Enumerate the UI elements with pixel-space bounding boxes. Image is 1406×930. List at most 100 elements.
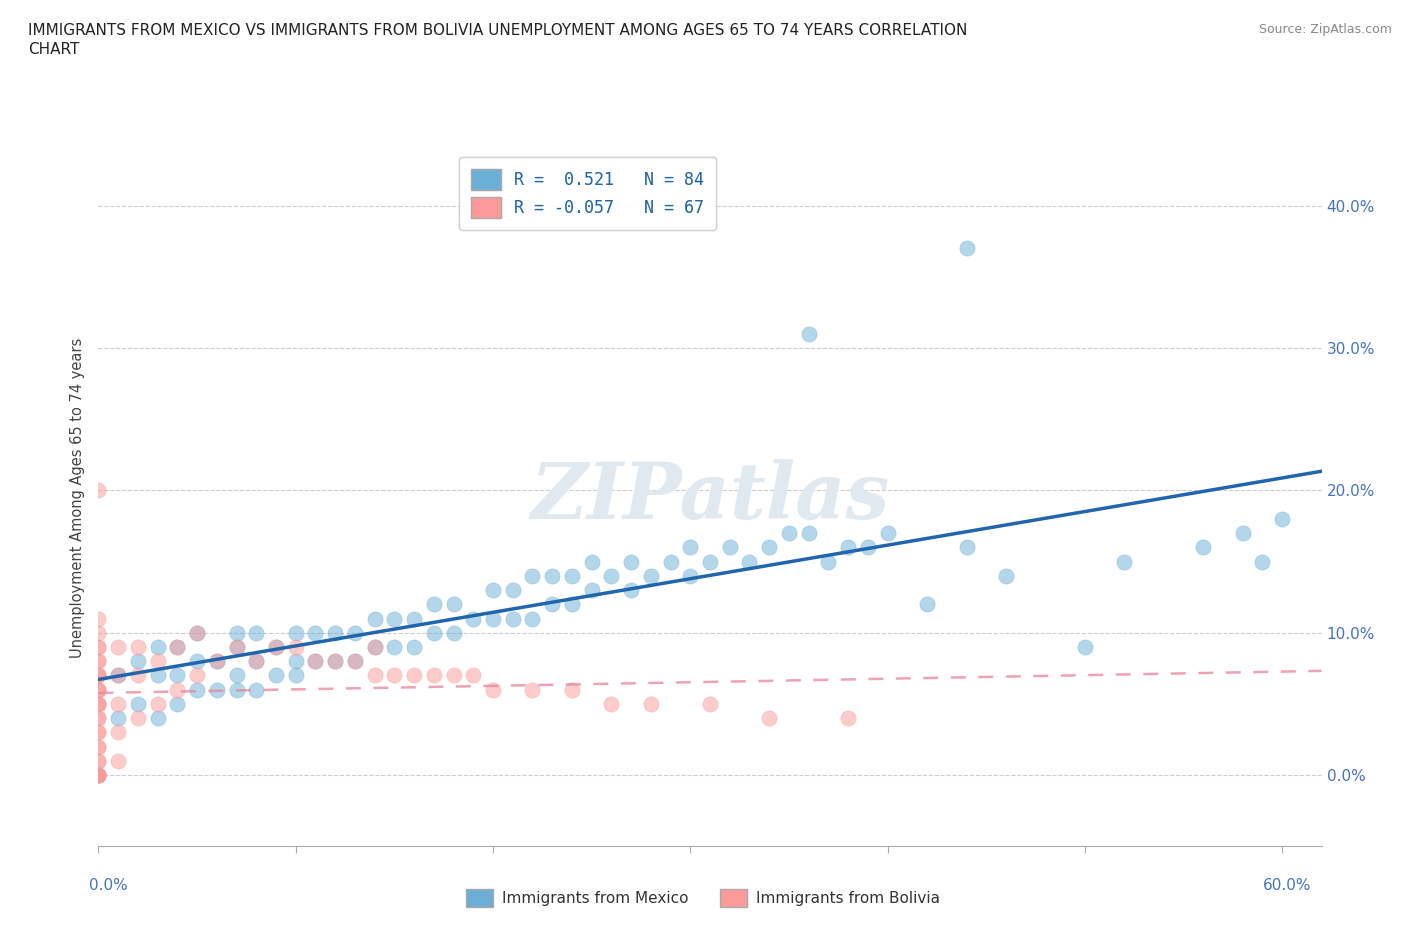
Point	[264, 640, 287, 655]
Point	[423, 597, 446, 612]
Point	[107, 697, 129, 711]
Point	[323, 654, 346, 669]
Point	[581, 582, 603, 597]
Point	[304, 654, 326, 669]
Point	[343, 654, 366, 669]
Point	[363, 611, 385, 626]
Point	[915, 597, 938, 612]
Point	[87, 483, 110, 498]
Point	[225, 640, 247, 655]
Point	[1251, 554, 1274, 569]
Point	[323, 625, 346, 640]
Point	[541, 568, 564, 583]
Point	[797, 326, 820, 341]
Point	[955, 241, 977, 256]
Point	[166, 668, 188, 683]
Point	[87, 725, 110, 740]
Point	[284, 668, 307, 683]
Point	[87, 753, 110, 768]
Point	[245, 683, 267, 698]
Point	[225, 683, 247, 698]
Point	[856, 540, 879, 555]
Point	[284, 640, 307, 655]
Point	[87, 767, 110, 782]
Point	[146, 668, 169, 683]
Point	[264, 640, 287, 655]
Point	[87, 640, 110, 655]
Point	[482, 611, 505, 626]
Point	[600, 568, 623, 583]
Point	[87, 697, 110, 711]
Point	[264, 668, 287, 683]
Point	[463, 611, 485, 626]
Point	[600, 697, 623, 711]
Text: CHART: CHART	[28, 42, 80, 57]
Point	[423, 668, 446, 683]
Point	[107, 711, 129, 725]
Point	[363, 668, 385, 683]
Point	[107, 668, 129, 683]
Point	[87, 767, 110, 782]
Point	[659, 554, 682, 569]
Point	[382, 668, 405, 683]
Point	[699, 554, 721, 569]
Point	[205, 683, 228, 698]
Point	[561, 568, 583, 583]
Point	[87, 697, 110, 711]
Point	[87, 668, 110, 683]
Point	[127, 711, 149, 725]
Point	[186, 625, 208, 640]
Point	[225, 640, 247, 655]
Point	[443, 625, 465, 640]
Point	[363, 640, 385, 655]
Point	[581, 554, 603, 569]
Point	[107, 753, 129, 768]
Point	[87, 683, 110, 698]
Point	[245, 625, 267, 640]
Point	[955, 540, 977, 555]
Point	[304, 654, 326, 669]
Point	[146, 711, 169, 725]
Point	[107, 668, 129, 683]
Point	[245, 654, 267, 669]
Point	[817, 554, 839, 569]
Point	[502, 611, 524, 626]
Point	[107, 725, 129, 740]
Point	[87, 767, 110, 782]
Point	[87, 767, 110, 782]
Point	[186, 654, 208, 669]
Point	[738, 554, 761, 569]
Point	[699, 697, 721, 711]
Point	[640, 697, 662, 711]
Point	[423, 625, 446, 640]
Point	[482, 582, 505, 597]
Point	[245, 654, 267, 669]
Point	[205, 654, 228, 669]
Point	[87, 668, 110, 683]
Point	[146, 697, 169, 711]
Point	[166, 683, 188, 698]
Point	[323, 654, 346, 669]
Point	[107, 640, 129, 655]
Point	[382, 611, 405, 626]
Text: Source: ZipAtlas.com: Source: ZipAtlas.com	[1258, 23, 1392, 36]
Point	[522, 568, 544, 583]
Point	[87, 654, 110, 669]
Point	[225, 625, 247, 640]
Point	[837, 540, 859, 555]
Point	[758, 540, 780, 555]
Point	[186, 625, 208, 640]
Point	[343, 625, 366, 640]
Text: 60.0%: 60.0%	[1263, 878, 1312, 893]
Text: 0.0%: 0.0%	[89, 878, 128, 893]
Point	[225, 668, 247, 683]
Point	[1192, 540, 1215, 555]
Point	[382, 640, 405, 655]
Point	[127, 668, 149, 683]
Point	[404, 668, 426, 683]
Y-axis label: Unemployment Among Ages 65 to 74 years: Unemployment Among Ages 65 to 74 years	[70, 338, 86, 658]
Point	[127, 640, 149, 655]
Point	[186, 668, 208, 683]
Point	[87, 711, 110, 725]
Point	[778, 525, 800, 540]
